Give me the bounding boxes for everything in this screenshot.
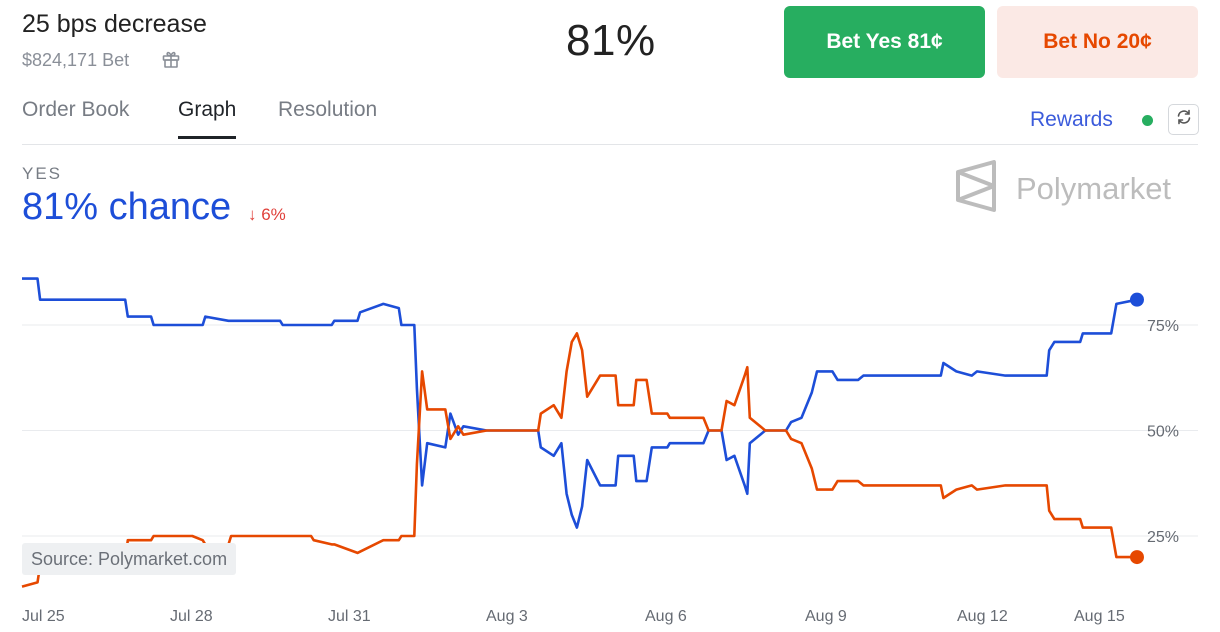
y-tick-label: 50%	[1147, 424, 1179, 441]
x-tick-label: Aug 6	[645, 608, 687, 625]
series-endpoint-no	[1130, 550, 1144, 565]
series-line-no	[21, 332, 1137, 588]
tab-order-book[interactable]: Order Book	[22, 98, 130, 121]
series-line-yes	[22, 277, 1138, 529]
market-volume: $824,171 Bet	[22, 50, 130, 70]
polymarket-watermark: Polymarket	[954, 160, 1171, 217]
gift-icon[interactable]	[161, 49, 181, 69]
tab-resolution[interactable]: Resolution	[278, 98, 378, 121]
price-chart[interactable]: 75% 50% 25% Jul 25 Jul 28 Jul 31 Aug 3 Aug 6 Au…	[0, 230, 1220, 632]
y-tick-label: 75%	[1147, 318, 1179, 335]
x-tick-label: Jul 28	[170, 608, 213, 625]
x-tick-label: Aug 12	[957, 608, 1008, 625]
refresh-button[interactable]	[1168, 104, 1199, 135]
market-title: 25 bps decrease	[22, 10, 207, 38]
tab-graph[interactable]: Graph	[178, 98, 237, 139]
x-tick-label: Jul 31	[328, 608, 371, 625]
x-tick-label: Aug 15	[1074, 608, 1125, 625]
bet-no-button[interactable]: Bet No 20¢	[997, 6, 1198, 78]
bet-yes-button[interactable]: Bet Yes 81¢	[784, 6, 985, 78]
source-label: Source: Polymarket.com	[22, 543, 237, 575]
rewards-link[interactable]: Rewards	[1030, 108, 1113, 131]
polymarket-logo-icon	[954, 160, 998, 217]
refresh-icon	[1175, 108, 1193, 131]
market-probability: 81%	[566, 16, 656, 65]
y-tick-label: 25%	[1147, 529, 1179, 546]
brand-name: Polymarket	[1016, 170, 1172, 206]
chance-value: 81% chance	[22, 186, 232, 228]
chance-change: ↓ 6%	[248, 205, 286, 224]
x-tick-label: Jul 25	[22, 608, 65, 625]
series-endpoint-yes	[1130, 292, 1144, 307]
x-tick-label: Aug 3	[486, 608, 528, 625]
x-tick-label: Aug 9	[805, 608, 847, 625]
header-divider	[22, 144, 1198, 145]
rewards-status-dot	[1142, 115, 1153, 126]
outcome-label: YES	[22, 164, 63, 183]
